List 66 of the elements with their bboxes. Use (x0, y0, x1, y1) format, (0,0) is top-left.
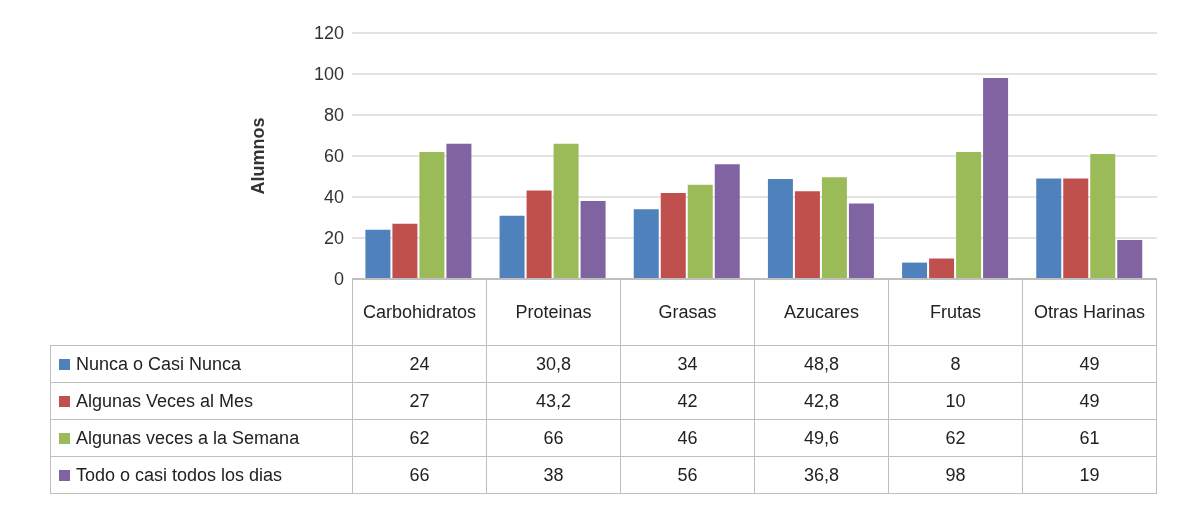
data-label: 42,8 (754, 382, 889, 420)
bar (526, 190, 552, 279)
y-tick-label: 100 (313, 64, 344, 85)
bar (1117, 240, 1143, 279)
bar (419, 151, 445, 279)
x-tick-label: Frutas (888, 278, 1023, 346)
bar (446, 143, 472, 279)
bar (553, 143, 579, 279)
bar (499, 215, 525, 279)
data-label: 19 (1022, 456, 1157, 494)
data-label: 49 (1022, 345, 1157, 383)
bar (1063, 178, 1089, 279)
data-label: 24 (352, 345, 487, 383)
bar (956, 151, 982, 279)
bar (365, 229, 391, 279)
bar (633, 209, 659, 279)
data-label: 56 (620, 456, 755, 494)
data-label: 38 (486, 456, 621, 494)
bar (660, 192, 686, 279)
data-label: 27 (352, 382, 487, 420)
data-label: 46 (620, 419, 755, 457)
x-tick-label: Proteinas (486, 278, 621, 346)
y-tick-label: 0 (333, 269, 344, 290)
data-label: 34 (620, 345, 755, 383)
data-label: 66 (352, 456, 487, 494)
bar (392, 223, 418, 279)
data-label: 66 (486, 419, 621, 457)
legend-label: Todo o casi todos los dias (76, 464, 283, 486)
data-label: 48,8 (754, 345, 889, 383)
bar (1090, 153, 1116, 279)
y-tick-label: 60 (323, 146, 344, 167)
data-label: 49,6 (754, 419, 889, 457)
bar (983, 78, 1009, 279)
data-label: 36,8 (754, 456, 889, 494)
bar (794, 191, 820, 279)
legend-label: Nunca o Casi Nunca (76, 353, 242, 375)
x-tick-label: Otras Harinas (1022, 278, 1157, 346)
y-tick-label: 120 (313, 23, 344, 44)
y-tick-label: 20 (323, 228, 344, 249)
data-label: 42 (620, 382, 755, 420)
data-label: 49 (1022, 382, 1157, 420)
x-tick-label: Carbohidratos (352, 278, 487, 346)
bar (848, 203, 874, 279)
bar (929, 258, 955, 279)
legend-label: Algunas Veces al Mes (76, 390, 254, 412)
data-label: 10 (888, 382, 1023, 420)
data-label: 62 (888, 419, 1023, 457)
data-label: 98 (888, 456, 1023, 494)
x-tick-label: Grasas (620, 278, 755, 346)
x-tick-label: Azucares (754, 278, 889, 346)
y-tick-label: 80 (323, 105, 344, 126)
data-label: 43,2 (486, 382, 621, 420)
bar (767, 178, 793, 279)
bar (821, 177, 847, 279)
y-axis-title: Alumnos (248, 117, 269, 195)
bar (1036, 178, 1062, 279)
bar (714, 164, 740, 279)
bar (580, 201, 606, 279)
data-label: 62 (352, 419, 487, 457)
legend-label: Algunas veces a la Semana (76, 427, 300, 449)
data-label: 61 (1022, 419, 1157, 457)
y-tick-label: 40 (323, 187, 344, 208)
data-label: 8 (888, 345, 1023, 383)
bar (902, 262, 928, 279)
bar (687, 184, 713, 279)
data-label: 30,8 (486, 345, 621, 383)
